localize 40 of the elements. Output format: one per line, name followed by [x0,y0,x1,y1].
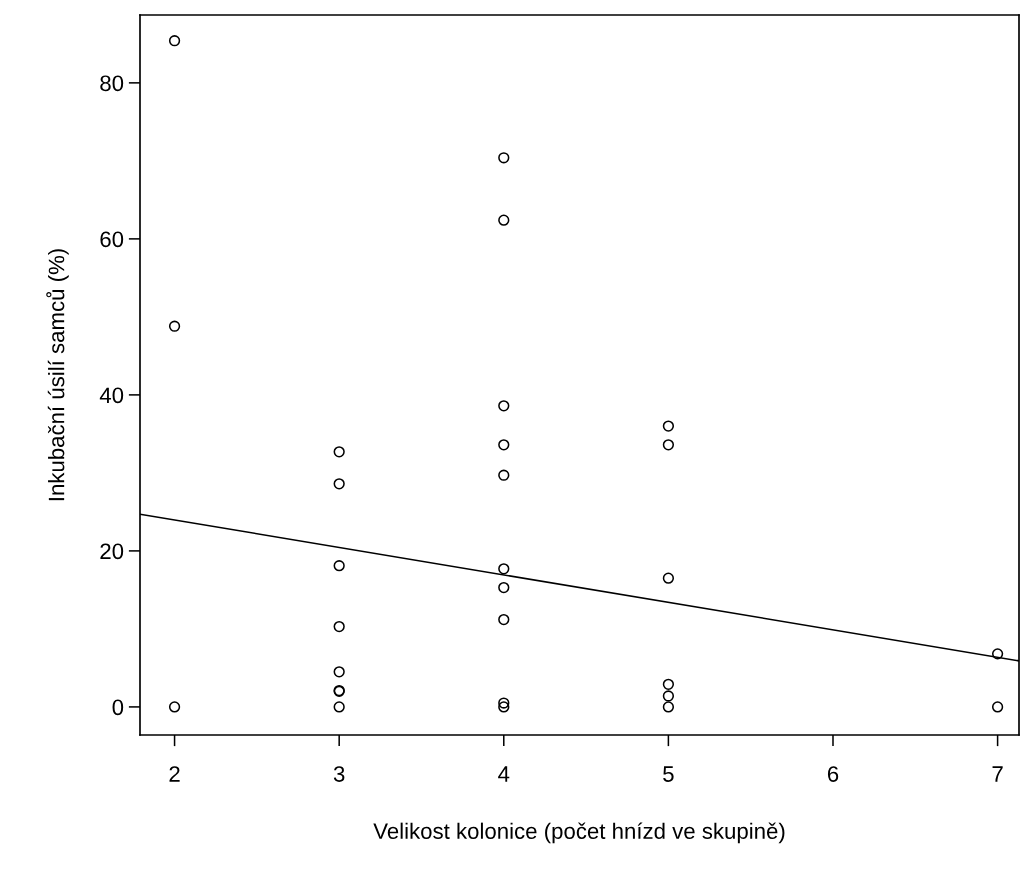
point [991,701,1004,713]
point [333,446,345,458]
point [662,690,675,702]
point [662,439,675,451]
y-tick-label: 80 [100,75,124,92]
y-axis-title: Inkubační úsilí samců (%) [46,249,69,501]
point [498,563,510,575]
x-tick-label: 7 [992,766,1003,782]
x-tick-label: 6 [827,766,839,782]
x-tick-label: 5 [663,766,674,782]
point [498,152,510,164]
point [168,701,181,713]
point [498,581,510,594]
point [662,420,675,432]
point [498,400,510,412]
point [991,648,1004,660]
y-tick-label: 40 [99,387,124,404]
point [333,478,345,490]
x-tick-label: 4 [498,766,510,782]
y-tick-label: 0 [112,699,124,716]
x-tick-label: 3 [333,766,345,782]
x-tick-label: 2 [169,766,180,782]
point [168,320,181,332]
point [498,701,510,713]
y-tick-label: 60 [100,231,124,248]
point [498,469,510,481]
point [662,678,675,690]
point [498,697,510,709]
point [662,572,675,584]
y-tick-label: 20 [100,543,124,560]
point [168,35,181,47]
point [498,214,510,226]
point [662,701,675,713]
point [333,666,345,678]
point [333,620,345,633]
point [333,560,345,572]
point [498,613,510,626]
x-axis-title: Velikost kolonice (počet hnízd ve skupině) [373,822,785,844]
point [333,701,345,713]
point [498,439,510,451]
